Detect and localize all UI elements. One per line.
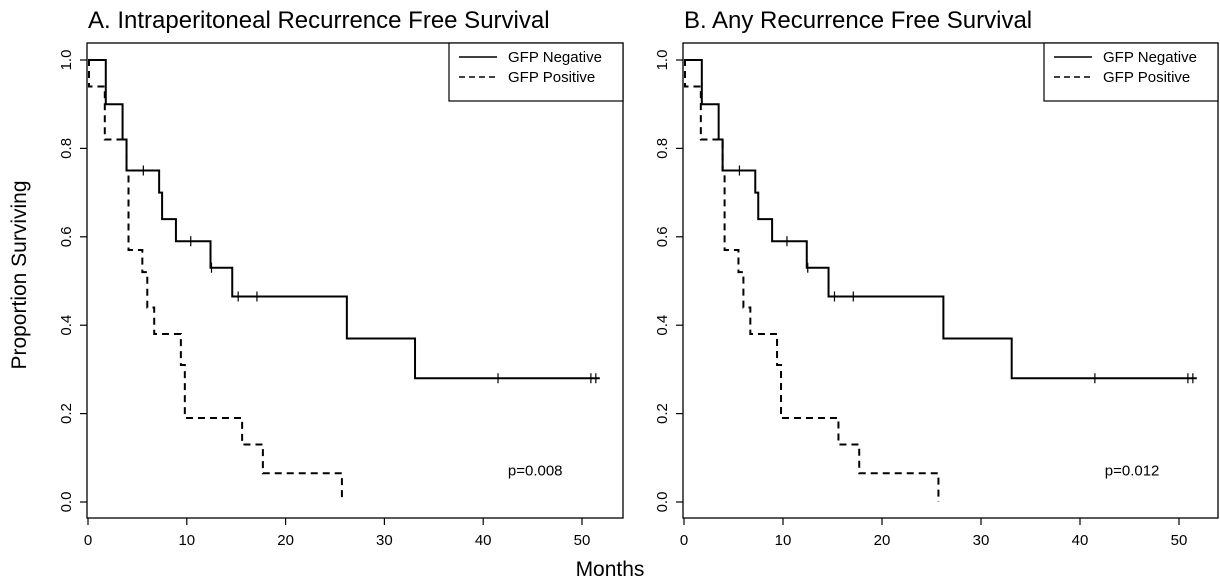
x-tick-label: 50 <box>574 532 591 549</box>
y-tick-label: 0.4 <box>58 315 75 336</box>
legend-label: GFP Negative <box>1103 49 1197 66</box>
y-tick-label: 0.6 <box>58 226 75 247</box>
x-tick-label: 0 <box>84 532 92 549</box>
y-tick-label: 0.6 <box>654 226 671 247</box>
chart-panel-b: B. Any Recurrence Free Survival 0.0 0.2 0.4… <box>654 7 1219 549</box>
legend-label: GFP Positive <box>1103 69 1190 86</box>
gfp-negative-curve <box>684 59 1197 380</box>
y-tick-label: 0.4 <box>654 315 671 336</box>
y-tick-label: 1.0 <box>654 50 671 71</box>
p-value-annotation: p=0.012 <box>1105 462 1160 479</box>
x-tick-label: 10 <box>775 532 792 549</box>
x-tick-label: 40 <box>1072 532 1089 549</box>
x-tick-label: 30 <box>973 532 990 549</box>
y-tick-label: 0.2 <box>654 403 671 424</box>
x-tick-label: 0 <box>680 532 688 549</box>
y-tick-label: 0.0 <box>654 492 671 513</box>
x-axis-label: Months <box>576 558 645 581</box>
gfp-positive-curve <box>87 59 343 502</box>
p-value-annotation: p=0.008 <box>508 462 563 479</box>
y-tick-label: 0.8 <box>58 138 75 159</box>
gfp-negative-curve <box>88 59 600 380</box>
y-tick-label: 0.8 <box>654 138 671 159</box>
x-tick-label: 20 <box>277 532 294 549</box>
chart-title: A. Intraperitoneal Recurrence Free Survi… <box>88 7 550 34</box>
legend-label: GFP Negative <box>508 49 602 66</box>
x-tick-label: 40 <box>475 532 492 549</box>
chart-panel-a: A. Intraperitoneal Recurrence Free Survi… <box>58 7 624 549</box>
x-tick-label: 10 <box>178 532 195 549</box>
gfp-positive-curve <box>683 59 940 502</box>
legend-box <box>1043 42 1219 102</box>
x-tick-label: 50 <box>1171 532 1188 549</box>
y-axis-label: Proportion Surviving <box>8 180 31 369</box>
x-tick-label: 20 <box>874 532 891 549</box>
y-tick-label: 1.0 <box>58 50 75 71</box>
y-tick-label: 0.2 <box>58 403 75 424</box>
y-tick-label: 0.0 <box>58 492 75 513</box>
plot-frame <box>682 42 1219 519</box>
x-tick-label: 30 <box>376 532 393 549</box>
legend-label: GFP Positive <box>508 69 595 86</box>
plot-frame <box>86 42 624 519</box>
legend-box <box>448 42 624 102</box>
chart-title: B. Any Recurrence Free Survival <box>684 7 1032 34</box>
